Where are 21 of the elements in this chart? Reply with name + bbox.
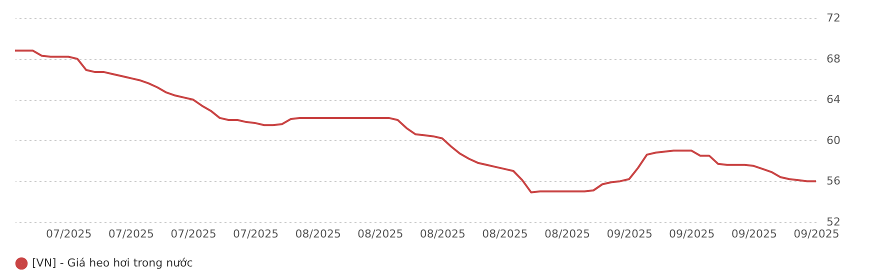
x-tick-label: 08/2025 (358, 228, 404, 240)
legend-label: [VN] - Giá heo hơi trong nước (32, 256, 193, 270)
y-tick-label: 60 (826, 134, 840, 147)
x-tick-label: 07/2025 (232, 228, 279, 240)
x-tick-label: 09/2025 (669, 228, 715, 240)
line-series (14, 50, 817, 194)
y-tick-label: 72 (826, 12, 840, 24)
x-tick-label: 08/2025 (544, 228, 590, 240)
y-tick-label: 68 (826, 52, 840, 66)
x-tick-label: 07/2025 (170, 228, 216, 240)
x-tick-label: 09/2025 (606, 228, 652, 240)
x-tick-label: 09/2025 (794, 228, 840, 240)
x-tick-label: 07/2025 (108, 228, 154, 240)
y-tick-label: 52 (826, 216, 840, 228)
x-tick-label: 07/2025 (46, 228, 92, 240)
x-tick-label: 08/2025 (482, 228, 528, 240)
x-tick-label: 08/2025 (295, 228, 341, 240)
y-tick-label: 56 (826, 174, 840, 188)
x-tick-label: 09/2025 (731, 228, 778, 240)
y-tick-label: 64 (826, 93, 840, 106)
x-tick-label: 08/2025 (420, 228, 466, 240)
